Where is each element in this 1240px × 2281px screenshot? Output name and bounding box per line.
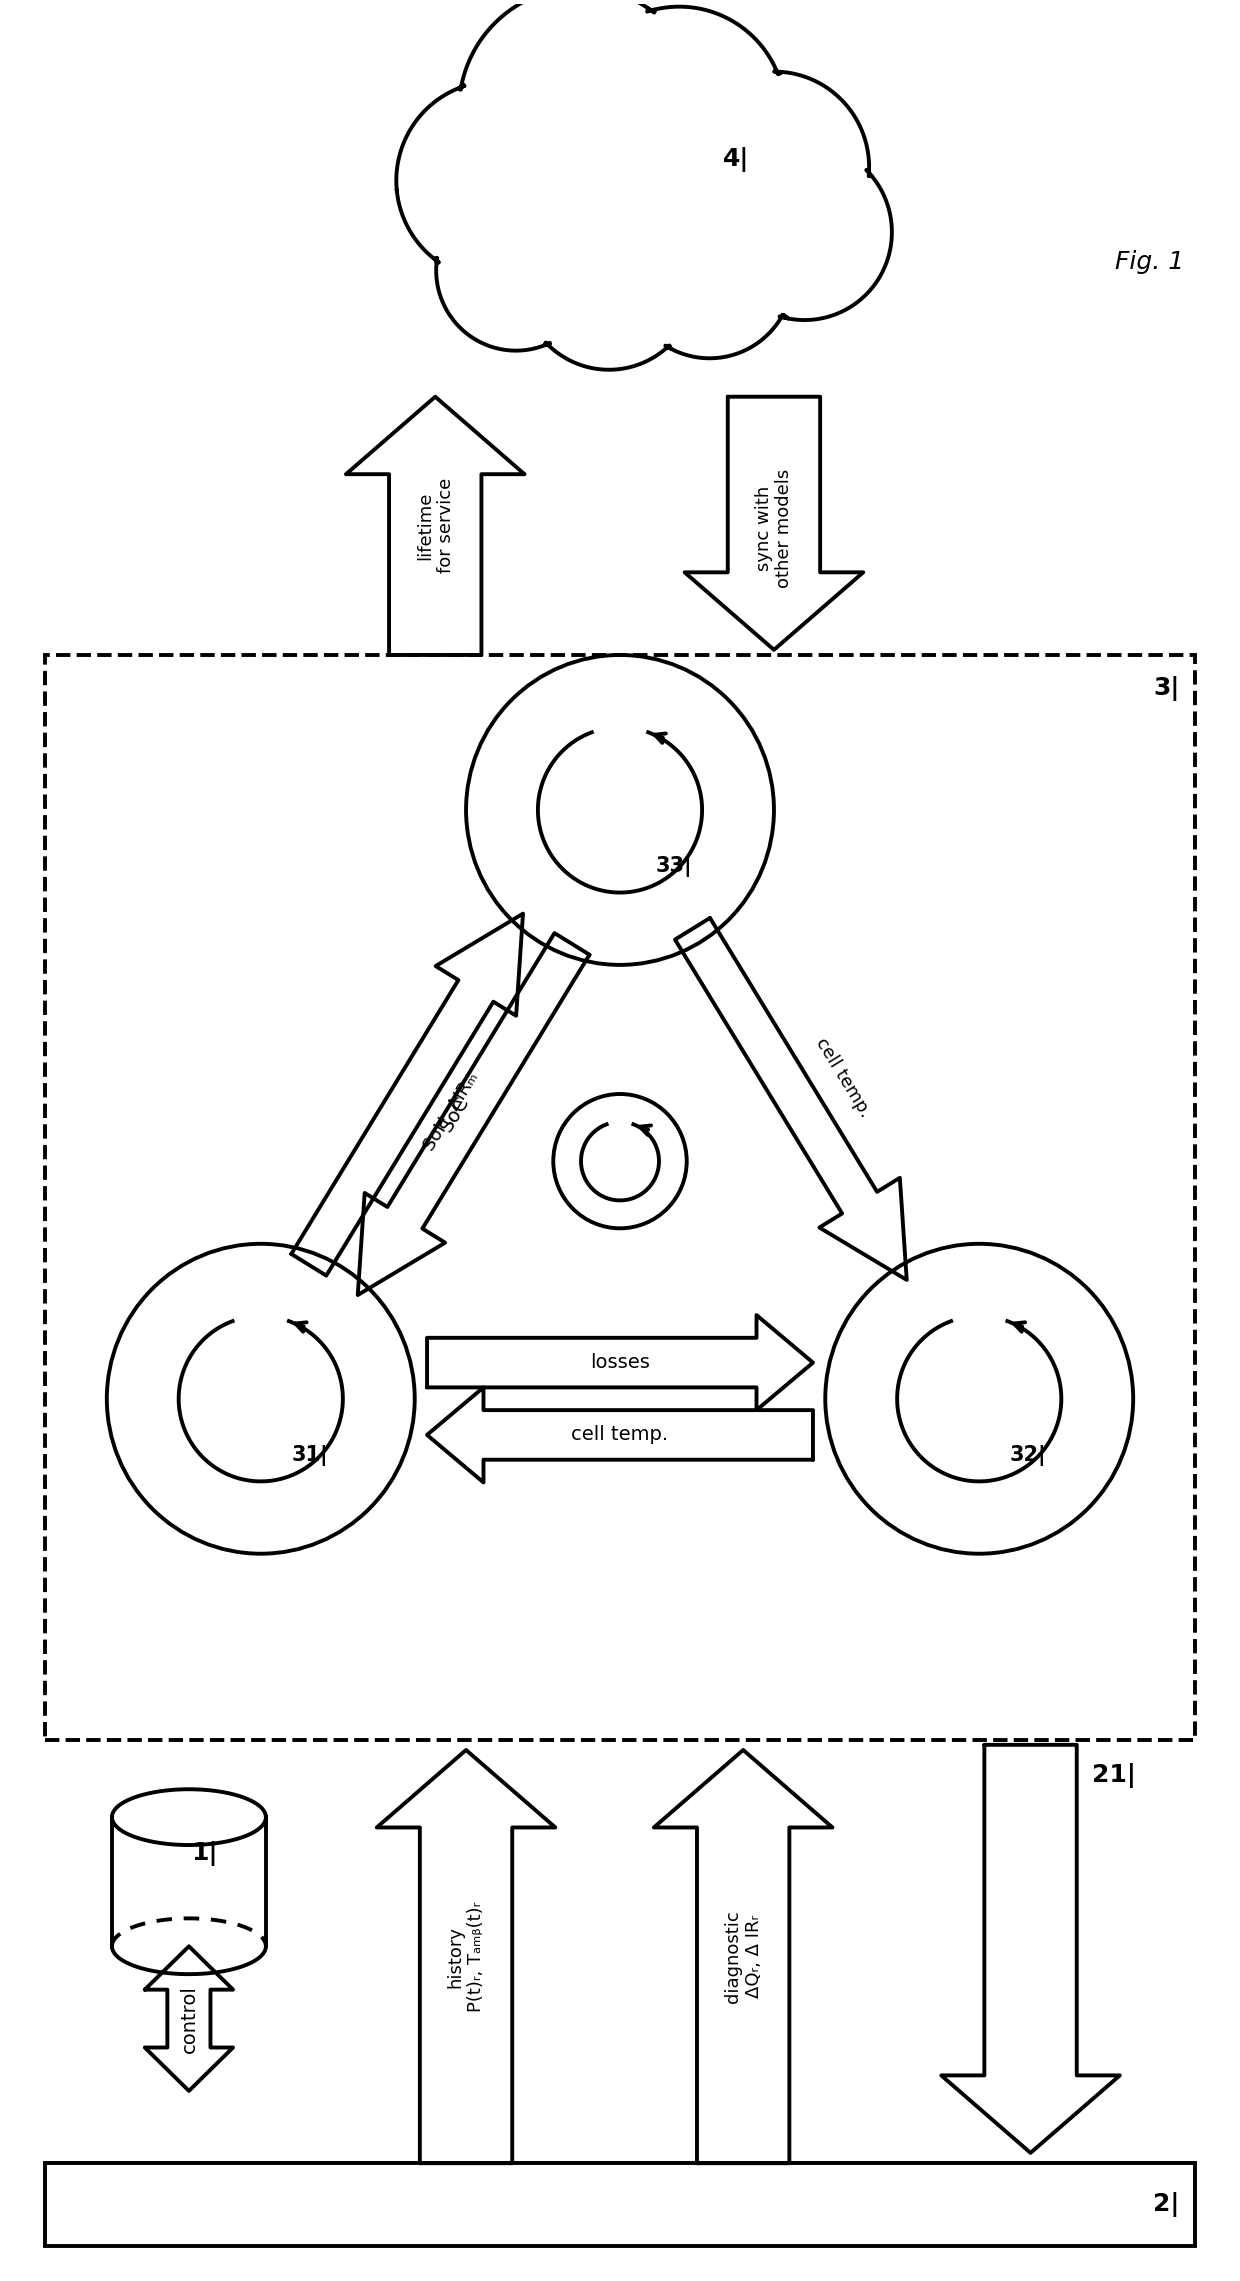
Text: 2|: 2| [1153,2192,1179,2217]
Text: sync with
other models: sync with other models [755,470,794,588]
Text: SoH, ΔIRₘ: SoH, ΔIRₘ [420,1070,482,1154]
Bar [45,2162,1195,2247]
Text: 3|: 3| [1153,675,1179,700]
Text: 33|: 33| [656,855,693,878]
Text: losses: losses [590,1353,650,1373]
Bar [45,655,1195,1740]
Text: history
P(t)ᵣ, Tₐₘᵦ(t)ᵣ: history P(t)ᵣ, Tₐₘᵦ(t)ᵣ [446,1902,485,2012]
Text: cell temp.: cell temp. [812,1033,874,1120]
Text: 4|: 4| [723,146,749,171]
Text: 31|: 31| [291,1446,329,1467]
Text: Fig. 1: Fig. 1 [1116,251,1184,274]
Text: 21|: 21| [1092,1763,1136,1788]
Text: SoC: SoC [438,1093,474,1134]
Text: cell temp.: cell temp. [572,1426,668,1444]
Text: 1|: 1| [191,1841,217,1866]
Text: diagnostic
ΔQᵣ, Δ IRᵣ: diagnostic ΔQᵣ, Δ IRᵣ [724,1909,763,2003]
Text: control: control [180,1984,198,2053]
Text: 32|: 32| [1011,1446,1047,1467]
Text: lifetime
for service: lifetime for service [415,479,455,573]
